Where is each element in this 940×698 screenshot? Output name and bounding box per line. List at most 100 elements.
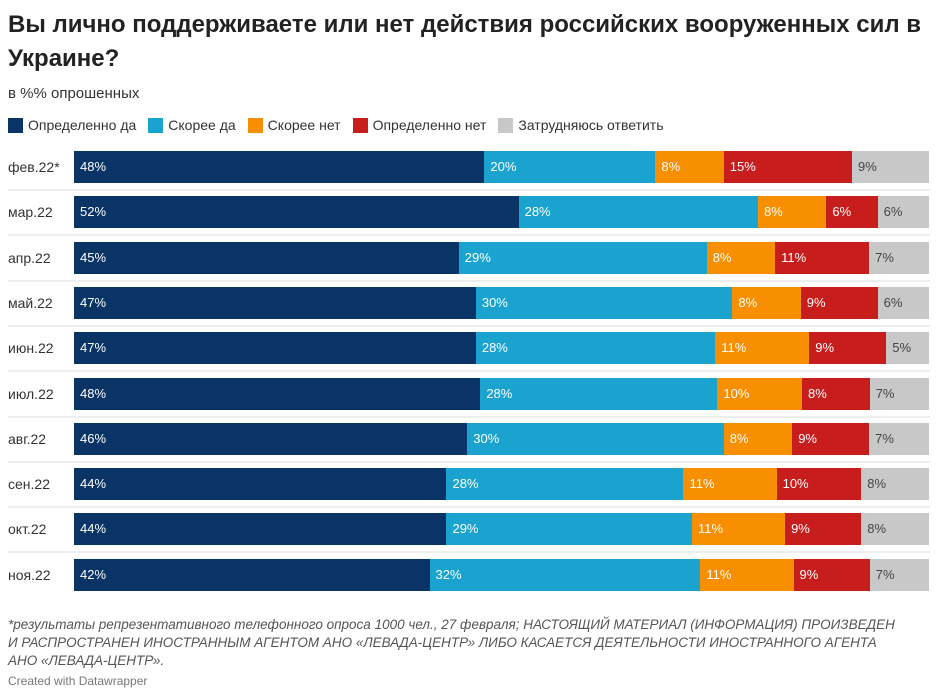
bar-segment: 30% (467, 422, 724, 455)
bar-segment: 42% (74, 558, 430, 591)
bar-segment: 32% (429, 558, 701, 591)
stacked-bar: 52% 28% 8% 6% 6% (74, 196, 929, 229)
row-divider (8, 460, 930, 463)
category-label: июн.22 (8, 340, 54, 357)
stacked-bar: 48% 20% 8% 15% 9% (74, 151, 929, 183)
bar-row: ноя.22 42% 32% 11% 9% 7% (8, 557, 930, 602)
bar-segment: 28% (480, 377, 718, 410)
bar-segment: 15% (723, 151, 853, 183)
row-divider (8, 551, 930, 554)
chart-subtitle: в %% опрошенных (8, 85, 140, 102)
bar-segment: 9% (793, 558, 870, 591)
bar-row: фев.22* 48% 20% 8% 15% 9% (8, 149, 930, 194)
row-divider (8, 506, 930, 509)
bar-segment: 47% (74, 332, 476, 365)
legend-item: Затрудняюсь ответить (498, 117, 663, 133)
bar-segment: 11% (775, 241, 870, 274)
category-label: сен.22 (8, 476, 50, 493)
bar-segment: 11% (715, 332, 810, 365)
legend-swatch (8, 117, 23, 133)
category-label: окт.22 (8, 521, 47, 538)
bar-segment: 8% (706, 241, 776, 274)
bar-segment: 9% (785, 513, 862, 546)
bar-row: июн.22 47% 28% 11% 9% 5% (8, 330, 930, 375)
bar-segment: 7% (869, 558, 929, 591)
row-divider (8, 234, 930, 237)
row-divider (8, 189, 930, 191)
category-label: авг.22 (8, 430, 47, 447)
bar-segment: 8% (801, 377, 870, 410)
bar-segment: 11% (691, 513, 786, 546)
bar-segment: 28% (518, 196, 758, 229)
bar-row: мар.22 52% 28% 8% 6% 6% (8, 194, 930, 239)
bar-segment: 8% (732, 286, 801, 319)
bar-segment: 45% (74, 241, 459, 274)
legend-item: Скорее нет (247, 117, 341, 133)
row-divider (8, 324, 930, 327)
bar-segment: 7% (869, 241, 929, 274)
bar-segment: 11% (683, 468, 777, 501)
bar-segment: 7% (869, 422, 929, 455)
legend-swatch (247, 117, 263, 133)
bar-segment: 7% (869, 377, 929, 410)
stacked-bar: 46% 30% 8% 9% 7% (74, 422, 929, 455)
stacked-bar: 47% 30% 8% 9% 6% (74, 286, 929, 319)
legend-label: Скорее нет (267, 117, 341, 133)
legend-item: Скорее да (148, 117, 236, 133)
bar-segment: 5% (886, 332, 929, 365)
bar-segment: 8% (861, 468, 929, 501)
row-divider (8, 279, 930, 282)
stacked-bar: 44% 28% 11% 10% 8% (74, 468, 929, 501)
bar-segment: 6% (877, 196, 929, 229)
bar-segment: 46% (74, 422, 468, 455)
category-label: мар.22 (8, 204, 53, 221)
bar-segment: 11% (700, 558, 794, 591)
bar-row: сен.22 44% 28% 11% 10% 8% (8, 466, 930, 511)
category-label: фев.22* (8, 159, 60, 175)
legend-swatch (148, 117, 164, 133)
category-label: июл.22 (8, 385, 54, 402)
legend: Определенно да Скорее да Скорее нет Определ… (8, 117, 675, 133)
row-divider (8, 415, 930, 418)
category-label: апр.22 (8, 249, 51, 266)
bar-row: апр.22 45% 29% 8% 11% 7% (8, 240, 930, 285)
legend-item: Определенно да (8, 117, 136, 133)
bar-segment: 29% (446, 513, 692, 546)
bar-row: авг.22 46% 30% 8% 9% 7% (8, 421, 930, 466)
bar-segment: 9% (809, 332, 887, 365)
bar-segment: 48% (74, 377, 481, 410)
credit[interactable]: Created with Datawrapper (8, 674, 148, 688)
bar-segment: 30% (475, 286, 733, 319)
chart-title: Вы лично поддерживаете или нет действия … (8, 11, 921, 72)
bar-segment: 8% (655, 151, 724, 183)
bar-segment: 47% (74, 286, 476, 319)
bar-segment: 8% (861, 513, 929, 546)
category-label: май.22 (8, 294, 53, 311)
bar-segment: 8% (723, 422, 793, 455)
stacked-bar: 42% 32% 11% 9% 7% (74, 558, 929, 591)
bar-segment: 29% (458, 241, 707, 274)
legend-label: Определенно нет (372, 117, 487, 133)
bar-segment: 8% (757, 196, 827, 229)
bar-segment: 6% (826, 196, 878, 229)
bar-segment: 10% (776, 468, 862, 501)
legend-item: Определенно нет (352, 117, 487, 133)
bar-row: май.22 47% 30% 8% 9% 6% (8, 285, 930, 330)
bar-segment: 52% (74, 196, 519, 229)
bar-segment: 9% (792, 422, 870, 455)
bar-segment: 20% (484, 151, 656, 183)
stacked-bar: 45% 29% 8% 11% 7% (74, 241, 929, 274)
stacked-bar: 48% 28% 10% 8% 7% (74, 377, 929, 410)
bar-segment: 44% (74, 468, 447, 501)
bar-segment: 9% (800, 286, 878, 319)
stacked-bar: 47% 28% 11% 9% 5% (74, 332, 929, 365)
legend-swatch (352, 117, 368, 133)
bar-segment: 48% (74, 151, 485, 183)
bar-row: июл.22 48% 28% 10% 8% 7% (8, 376, 930, 421)
bar-segment: 6% (877, 286, 929, 319)
legend-swatch (498, 117, 514, 133)
legend-label: Скорее да (168, 117, 236, 133)
bar-segment: 9% (852, 151, 929, 183)
legend-label: Определенно да (28, 117, 137, 133)
row-divider (8, 370, 930, 373)
